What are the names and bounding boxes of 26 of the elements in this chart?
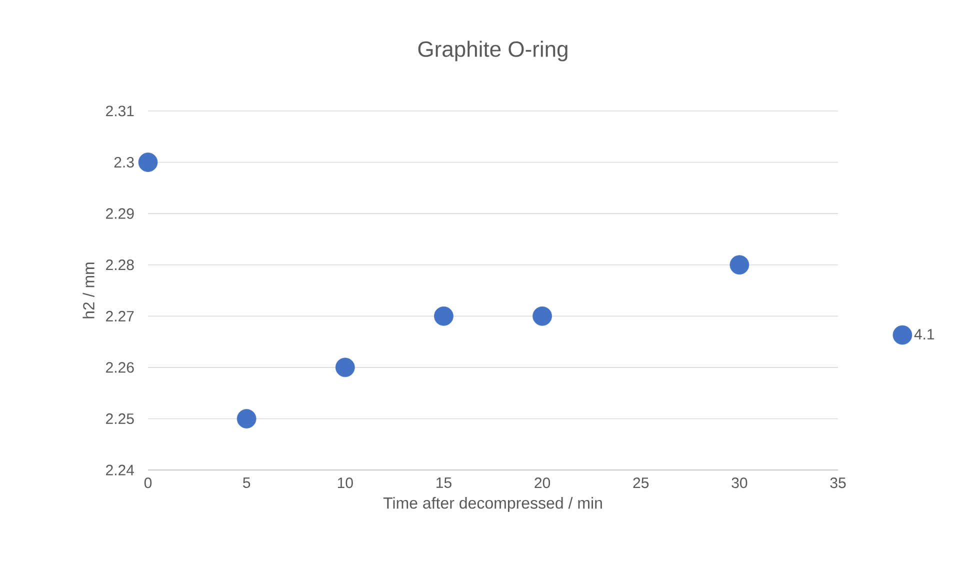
y-axis-title: h2 / mm xyxy=(82,262,94,318)
y-tick-label: 2.28 xyxy=(106,260,134,270)
y-tick-label: 2.26 xyxy=(106,362,134,373)
y-tick-label: 2.27 xyxy=(106,310,134,322)
legend-label: 4.1 xyxy=(914,329,934,340)
x-tick-label: 5 xyxy=(242,478,250,488)
chart-title: Graphite O-ring xyxy=(418,40,568,62)
y-tick-label: 2.3 xyxy=(114,156,134,168)
x-tick-label: 30 xyxy=(732,478,748,488)
x-tick-label: 15 xyxy=(436,478,452,488)
point xyxy=(335,358,355,378)
x-tick-label: 20 xyxy=(534,478,550,488)
x-tick-label: 25 xyxy=(633,478,649,488)
y-tick-label: 2.31 xyxy=(106,106,134,116)
point xyxy=(138,152,158,172)
y-tick-label: 2.25 xyxy=(106,413,134,424)
point xyxy=(532,306,552,326)
point xyxy=(236,409,256,428)
x-axis-title: Time after decompressed / min xyxy=(383,496,602,512)
x-tick-label: 0 xyxy=(144,478,152,488)
point xyxy=(730,255,750,275)
y-tick-label: 2.29 xyxy=(106,208,134,219)
x-tick-label: 10 xyxy=(338,478,353,488)
x-tick-label: 35 xyxy=(830,478,846,488)
point xyxy=(434,306,454,326)
y-tick-label: 2.24 xyxy=(106,464,134,476)
